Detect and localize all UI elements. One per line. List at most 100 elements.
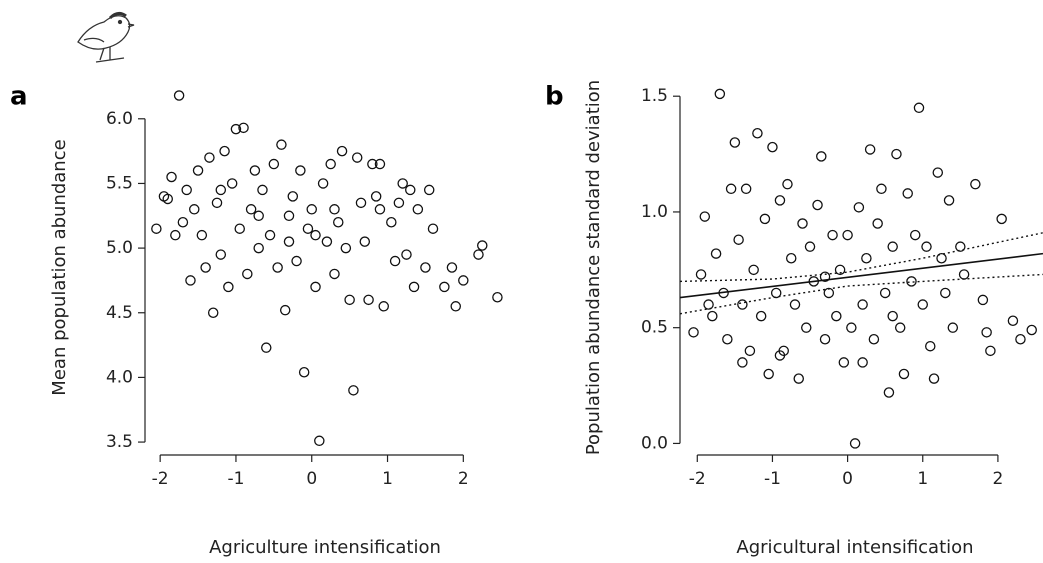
point [876, 183, 887, 195]
point [192, 165, 204, 176]
point [412, 204, 424, 215]
y-axis-label: Population abundance standard deviation [583, 80, 604, 455]
point [185, 275, 196, 286]
point [763, 368, 774, 380]
point [234, 223, 245, 234]
point [812, 199, 823, 211]
point [177, 216, 189, 228]
plot-area [151, 90, 503, 447]
point [774, 195, 786, 206]
panel-label: a [10, 82, 28, 112]
point [370, 191, 382, 202]
point [932, 167, 944, 178]
y-tick-label: 1.0 [641, 202, 668, 222]
point [321, 236, 333, 247]
point [752, 127, 763, 139]
plot-area [680, 88, 1043, 449]
point [336, 145, 348, 157]
point [804, 241, 816, 252]
bird-icon [77, 11, 135, 63]
point [359, 236, 371, 247]
point [245, 204, 257, 215]
point [722, 334, 733, 345]
point [215, 249, 227, 260]
x-axis-label: Agriculture intensification [209, 537, 441, 558]
point [219, 145, 230, 157]
x-tick-label: 2 [458, 469, 469, 489]
point [215, 184, 227, 196]
point [740, 183, 752, 195]
point [782, 178, 793, 190]
point [298, 366, 310, 378]
point [943, 195, 955, 206]
point [714, 88, 726, 100]
point [729, 137, 741, 148]
point [703, 299, 714, 310]
point [955, 241, 966, 252]
point [767, 141, 778, 153]
point [204, 152, 215, 163]
point [351, 152, 363, 163]
point [797, 218, 808, 229]
point [405, 184, 416, 196]
x-tick-label: 1 [382, 469, 393, 489]
point [834, 264, 846, 276]
point [770, 287, 782, 299]
point [408, 281, 420, 293]
point [819, 334, 831, 345]
point [386, 216, 397, 228]
point [450, 301, 461, 312]
point [785, 252, 797, 264]
x-tick-label: -1 [764, 469, 781, 489]
point [173, 90, 185, 101]
point [864, 144, 876, 155]
point [710, 248, 722, 259]
point [928, 373, 940, 384]
point [816, 151, 827, 162]
point [898, 368, 910, 380]
point [894, 322, 906, 333]
point [1015, 334, 1026, 345]
x-tick-label: 0 [842, 469, 853, 489]
point [211, 197, 223, 209]
x-tick-label: 0 [306, 469, 317, 489]
point [857, 299, 868, 310]
point [913, 102, 925, 114]
point [838, 357, 850, 368]
point [748, 264, 759, 276]
point [295, 165, 306, 176]
point [977, 294, 989, 306]
point [283, 210, 295, 222]
point [737, 357, 748, 368]
point [725, 183, 737, 195]
ci-upper [680, 232, 1043, 283]
point [909, 229, 921, 241]
point [181, 184, 192, 196]
point [344, 294, 355, 306]
y-tick-label: 0.5 [641, 318, 668, 338]
point [707, 310, 718, 322]
point [891, 148, 902, 160]
point [861, 252, 872, 264]
point [329, 204, 340, 215]
point [264, 229, 276, 241]
point [355, 197, 367, 209]
point [170, 229, 181, 241]
point [458, 275, 469, 286]
point [883, 387, 895, 398]
point [200, 262, 211, 273]
point [427, 223, 439, 234]
point [151, 223, 162, 234]
point [1007, 315, 1019, 326]
x-axis-label: Agricultural intensification [736, 537, 973, 558]
y-tick-label: 4.0 [106, 367, 133, 387]
point [397, 178, 408, 189]
point [374, 204, 386, 215]
point [823, 287, 835, 299]
point [887, 310, 898, 322]
y-tick-label: 3.5 [106, 432, 133, 452]
point [970, 178, 981, 190]
point [699, 211, 711, 222]
point [857, 357, 868, 368]
